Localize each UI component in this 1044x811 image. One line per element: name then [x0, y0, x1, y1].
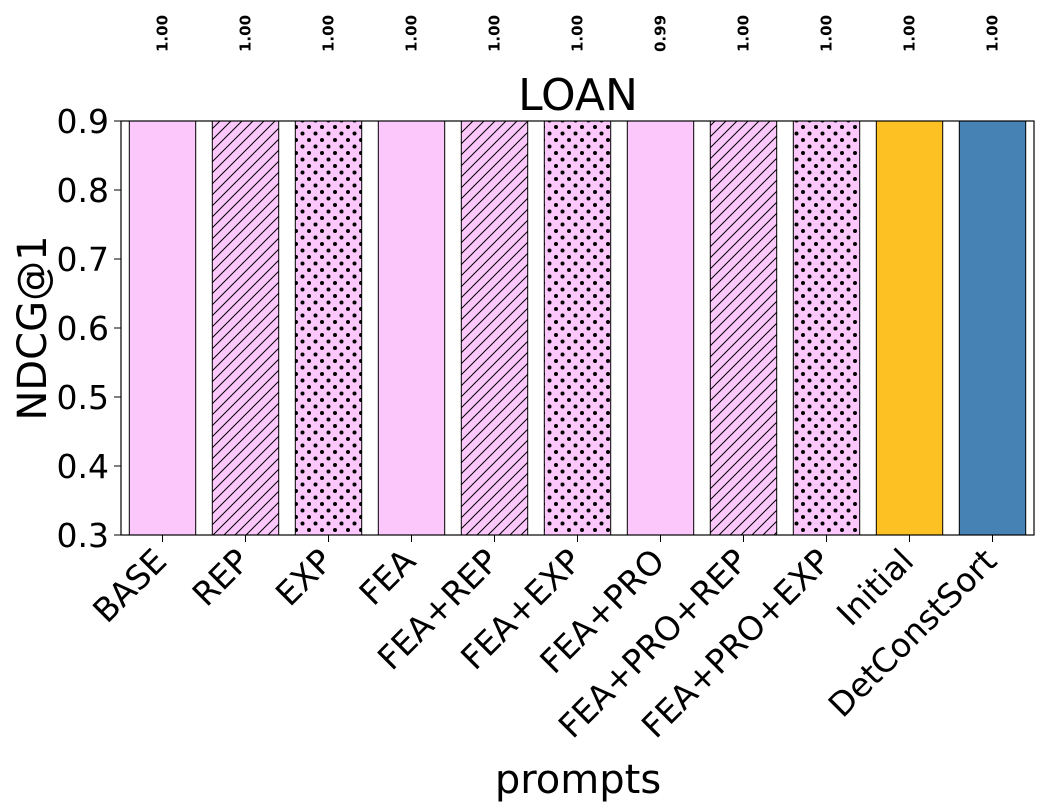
bars-group [128, 121, 1027, 535]
y-tick-label: 0.5 [57, 378, 109, 417]
y-tick-label: 0.3 [57, 516, 109, 555]
bar-detconstsort [958, 121, 1027, 535]
value-labels-group: 1.00 1.00 1.00 1.00 1.00 1.00 0.99 1.00 1.00 1.00… [154, 15, 1002, 52]
value-label: 1.00 [569, 15, 587, 52]
x-tick-label: REP [185, 541, 258, 614]
value-label: 0.99 [652, 15, 670, 52]
y-tick-label: 0.4 [57, 447, 109, 486]
bar-rep [211, 121, 280, 535]
value-label: 1.00 [735, 15, 753, 52]
bar-exp [294, 121, 363, 535]
bar-initial [875, 121, 944, 535]
plot-frame [120, 120, 1035, 536]
x-axis: BASE REP EXP FEAFEA+REPFEA+EXPFEA+PROFEA+PR… [85, 535, 1004, 746]
value-label: 1.00 [320, 15, 338, 52]
bar-fea-pro-exp [792, 121, 861, 535]
bar-fea-pro-rep [709, 121, 778, 535]
y-axis-label: NDCG@1 [10, 235, 56, 420]
bar-fea-rep [460, 121, 529, 535]
chart-title: LOAN [518, 70, 638, 121]
y-tick-label: 0.8 [57, 171, 109, 210]
value-label: 1.00 [901, 15, 919, 52]
x-tick-label: EXP [268, 541, 340, 613]
bar-base [128, 121, 197, 535]
value-label: 1.00 [237, 15, 255, 52]
bar-fea-pro [626, 121, 695, 535]
bar-fea [377, 121, 446, 535]
y-tick-label: 0.9 [57, 102, 109, 141]
value-label: 1.00 [818, 15, 836, 52]
value-label: 1.00 [486, 15, 504, 52]
value-label: 1.00 [984, 15, 1002, 52]
bar-fea-exp [543, 121, 612, 535]
y-tick-label: 0.6 [57, 309, 109, 348]
value-label: 1.00 [154, 15, 172, 52]
y-axis: 0.3 0.4 0.5 0.6 0.7 0.8 0.9 [57, 102, 121, 555]
value-label: 1.00 [403, 15, 421, 52]
x-tick-label: FEA [351, 541, 423, 613]
x-axis-label: prompts [495, 757, 661, 803]
y-tick-label: 0.7 [57, 240, 109, 279]
